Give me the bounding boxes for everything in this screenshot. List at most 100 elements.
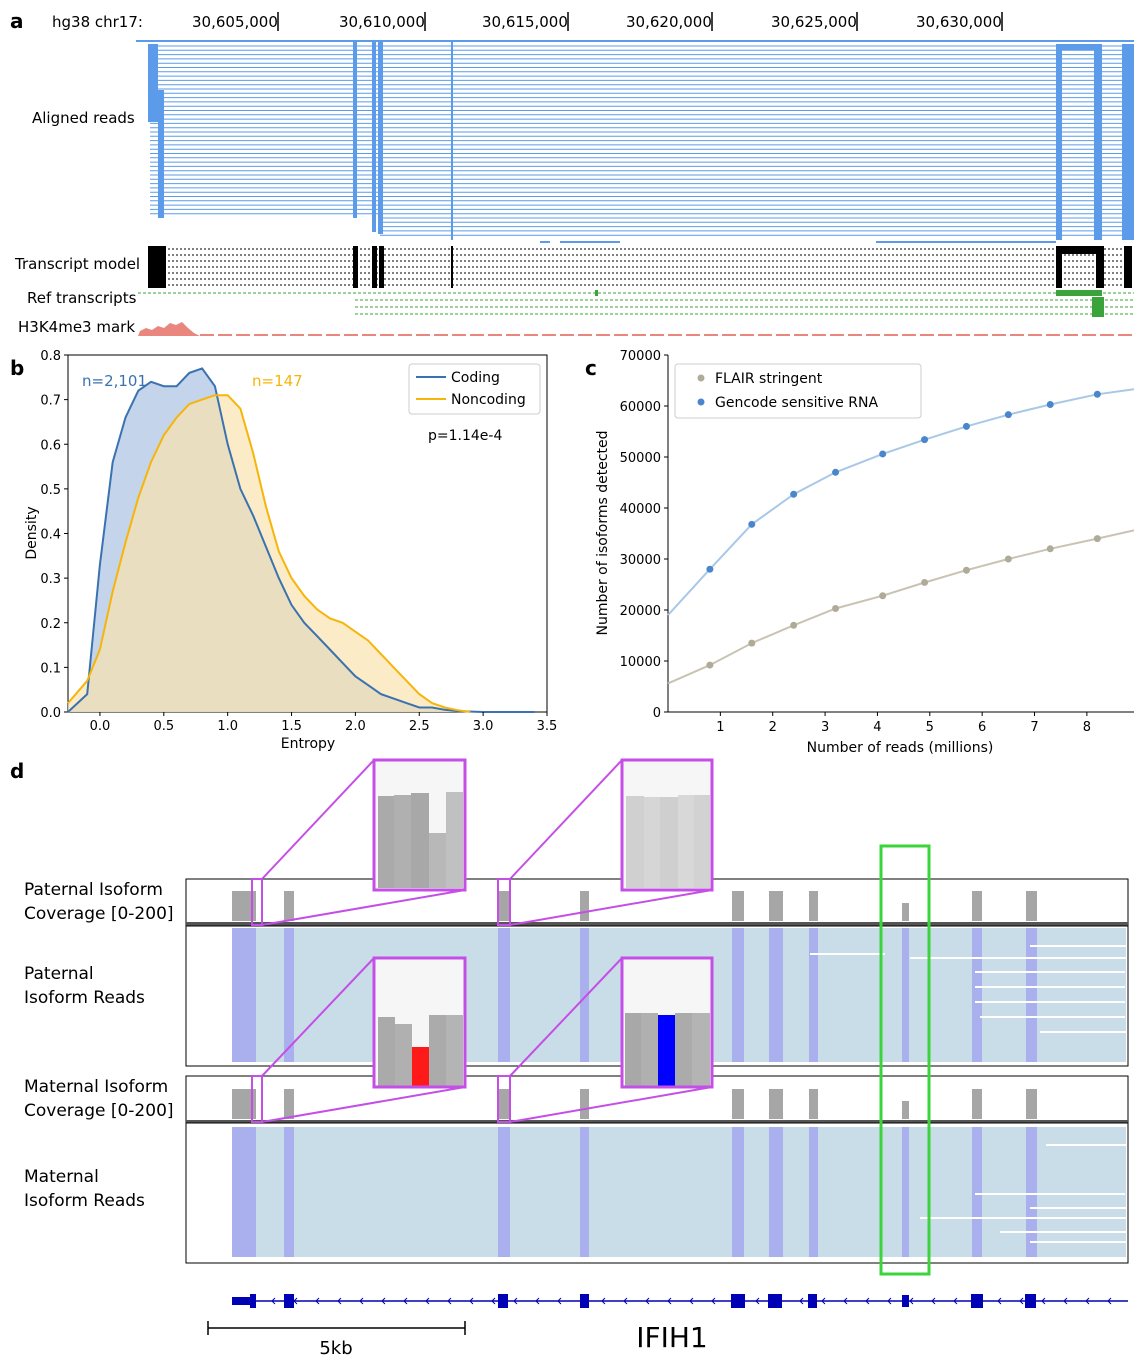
exon-read-column: [498, 1127, 510, 1257]
exon-read-column: [580, 928, 589, 1062]
reads-exon-7: [1122, 44, 1134, 240]
coverage-peak: [769, 1089, 783, 1119]
panel-letter-c: c: [585, 356, 597, 380]
x-tick-label: 3.5: [537, 719, 558, 734]
strand-arrow: [447, 1297, 452, 1305]
legend-gencode-marker: [697, 398, 705, 406]
strand-arrow: [1107, 1297, 1112, 1305]
y-tick-label: 70000: [620, 349, 661, 364]
chart-b-y-ticks: 0.0 0.1 0.2 0.3 0.4 0.5 0.6 0.7 0.8: [40, 349, 68, 721]
panel-a: a hg38 chr17: 30,605,000 30,610,000 30,615…: [10, 9, 1134, 336]
gene-exon: [768, 1294, 782, 1308]
strand-arrow: [601, 1297, 606, 1305]
coverage-peak: [732, 891, 744, 921]
strand-arrow: [689, 1297, 694, 1305]
gene-exon: [284, 1294, 294, 1308]
chart-b-legend: Coding Noncoding: [408, 363, 541, 415]
coverage-peak: [809, 1089, 818, 1119]
zoom-callouts: [251, 759, 713, 1123]
chart-c-legend: FLAIR stringent Gencode sensitive RNA: [674, 363, 922, 419]
data-point: [832, 604, 840, 612]
gene-exon: [808, 1294, 817, 1308]
ref-exon-block-2: [1092, 297, 1104, 317]
y-tick-label: 40000: [620, 502, 661, 517]
zoom-inset-4-bar: [692, 1013, 710, 1086]
track-label-aligned-reads: Aligned reads: [32, 109, 135, 127]
zoom-inset-4-variant-bar: [658, 1015, 675, 1086]
gene-exon: [580, 1294, 589, 1308]
exon-read-column: [732, 1127, 744, 1257]
genome-coordinate: 30,615,000: [482, 13, 568, 31]
maternal-read-exons: [232, 1127, 1037, 1257]
model-exon-2: [353, 246, 358, 288]
read-lines: [150, 45, 1134, 236]
data-point: [706, 565, 714, 573]
x-tick-label: 8: [1083, 720, 1091, 735]
paternal-divider: [186, 922, 1128, 926]
zoom-inset-4-bar: [641, 1013, 658, 1086]
zoom-inset-2-bar: [678, 795, 694, 888]
y-tick-label: 10000: [620, 655, 661, 670]
zoom-inset-1-border: [372, 758, 467, 892]
strand-arrow: [931, 1297, 936, 1305]
x-tick-label: 4: [873, 720, 881, 735]
coverage-peak: [498, 1089, 510, 1119]
strand-arrow: [909, 1297, 914, 1305]
reads-exon-5: [1056, 44, 1062, 240]
strand-arrow: [667, 1297, 672, 1305]
y-tick-label: 0: [653, 706, 661, 721]
genome-coordinate: 30,620,000: [626, 13, 712, 31]
y-tick-label: 0.4: [40, 528, 61, 543]
zoom-inset-4: [620, 956, 714, 1089]
x-tick-label: 6: [978, 720, 986, 735]
paternal-read-exons: [232, 928, 1037, 1062]
highlight-green-box: [879, 844, 931, 1276]
zoom-inset-1-bar: [411, 793, 429, 888]
model-exon-4: [379, 246, 384, 288]
exon-read-column: [232, 928, 256, 1062]
coverage-peak: [580, 891, 589, 921]
panel-b: b 0.0 0.5 1.0 1.5 2.0 2.5 3.0 3.5 0.00.10.20.30…: [10, 349, 557, 752]
d-label-maternal-reads-1: Maternal: [24, 1167, 99, 1187]
reads-top-line: [136, 40, 1134, 42]
gene-exon: [232, 1297, 250, 1305]
d-label-maternal-coverage-1: Maternal Isoform: [24, 1077, 168, 1097]
reads-fragment-1: [540, 241, 550, 243]
strand-arrow: [1041, 1297, 1046, 1305]
maternal-reads-fill: [234, 1127, 1126, 1257]
chart-c-y-ticks: 0 10000 20000 30000 40000 50000 60000 70000: [620, 349, 668, 721]
x-tick-label: 2.0: [345, 719, 366, 734]
x-tick-label: 0.0: [90, 719, 111, 734]
reads-exon-1: [353, 42, 357, 218]
data-point: [1093, 535, 1101, 543]
data-point: [879, 592, 887, 600]
read-gap: [1030, 1241, 1126, 1243]
zoom-inset-1-bar: [446, 792, 463, 888]
zoom-inset-3-bar: [446, 1015, 463, 1086]
x-tick-label: 3: [821, 720, 829, 735]
zoom-inset-3-bar: [378, 1017, 395, 1086]
strand-arrow: [997, 1297, 1002, 1305]
reads-exon-6: [1094, 44, 1102, 240]
chart-b-pvalue: p=1.14e-4: [428, 428, 502, 444]
gene-exon: [250, 1294, 256, 1308]
zoom-inset-1-bar: [394, 795, 411, 888]
panel-c: c 1 2 3 4 5 6 7 8 0 10000 20000 30000 40000 50000 600…: [585, 349, 1134, 756]
model-exon-6: [1056, 246, 1062, 288]
strand-arrow: [843, 1297, 848, 1305]
zoom-source-box-3: [251, 1075, 263, 1123]
gene-exon: [498, 1294, 508, 1308]
d-label-paternal-coverage-2: Coverage [0-200]: [24, 904, 174, 924]
panel-letter-a: a: [10, 9, 24, 33]
coverage-peak: [902, 1101, 909, 1119]
reads-exon-3: [378, 42, 383, 234]
coverage-peak: [284, 1089, 294, 1119]
data-point: [790, 490, 798, 498]
strand-arrow: [1019, 1297, 1024, 1305]
data-point: [879, 450, 887, 458]
fit-curve: [667, 388, 1134, 616]
gene-exon: [731, 1294, 745, 1308]
read-gap: [975, 1193, 1125, 1195]
reads-fragment-2: [560, 241, 620, 243]
exon-read-column: [284, 928, 294, 1062]
